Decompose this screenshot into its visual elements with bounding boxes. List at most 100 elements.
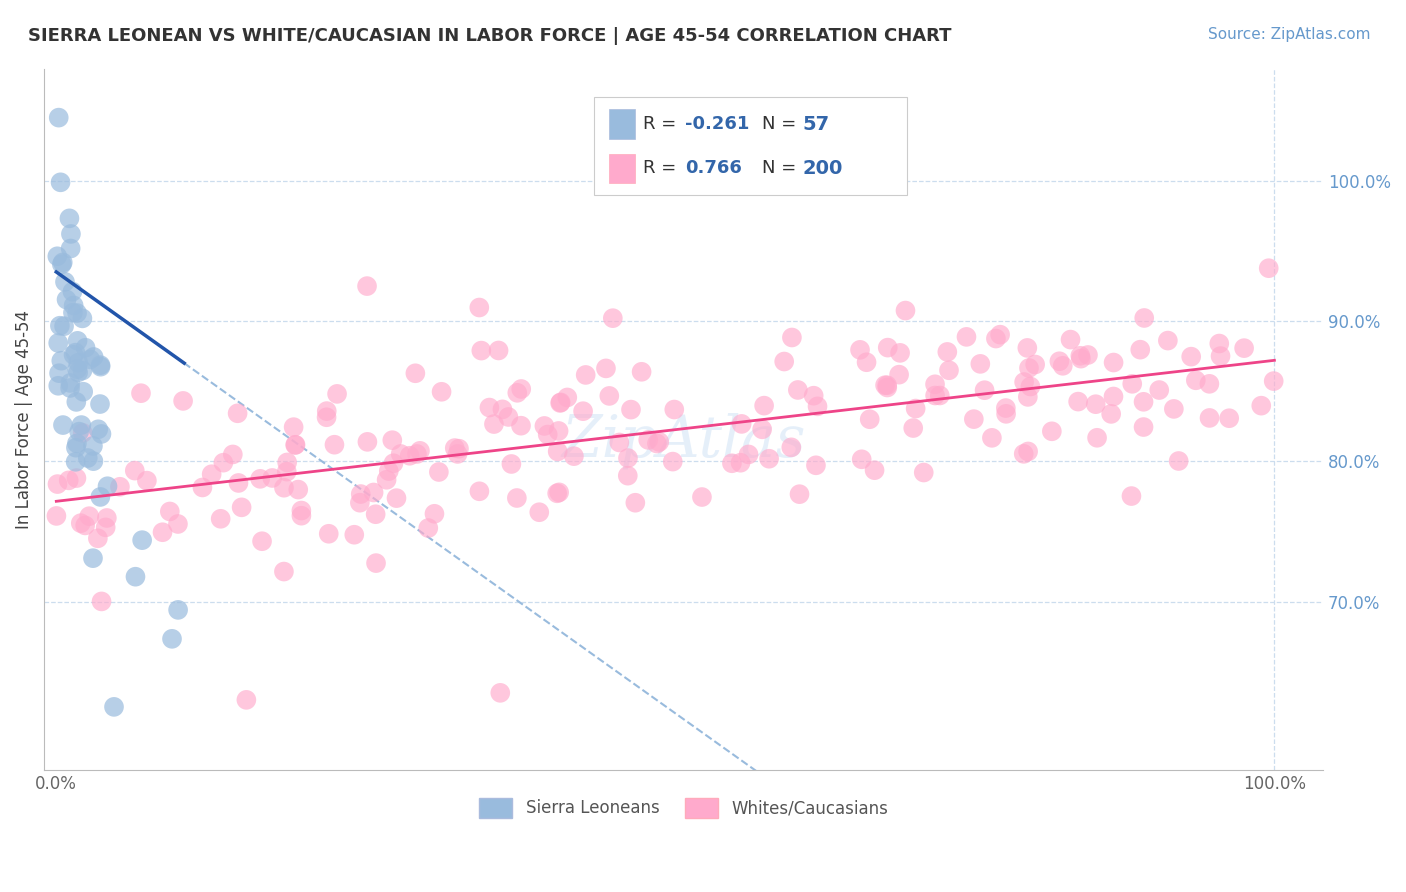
Point	[1017, 341, 1039, 355]
Point	[90, 426, 112, 441]
Point	[973, 383, 995, 397]
Point	[1121, 376, 1143, 391]
Point	[510, 382, 533, 396]
Point	[912, 466, 935, 480]
Point	[1102, 355, 1125, 369]
Point	[69, 516, 91, 530]
Point	[249, 472, 271, 486]
Point	[648, 434, 671, 449]
Point	[1147, 383, 1170, 397]
Point	[350, 487, 373, 501]
Point	[501, 457, 523, 471]
Point	[72, 311, 94, 326]
Point	[470, 343, 492, 358]
Point	[876, 341, 898, 355]
Point	[427, 465, 450, 479]
Point	[283, 420, 305, 434]
Point	[212, 456, 235, 470]
Point	[624, 496, 647, 510]
Point	[1257, 261, 1279, 276]
Point	[273, 481, 295, 495]
Point	[786, 383, 808, 397]
Point	[849, 343, 872, 357]
Point	[1163, 401, 1185, 416]
Point	[887, 368, 910, 382]
Point	[67, 356, 90, 370]
Point	[94, 520, 117, 534]
Point	[172, 393, 194, 408]
Point	[58, 211, 80, 226]
Point	[804, 458, 827, 473]
Point	[152, 525, 174, 540]
Point	[75, 341, 97, 355]
Point	[955, 330, 977, 344]
Point	[876, 380, 898, 394]
Point	[928, 388, 950, 402]
Point	[82, 551, 104, 566]
Point	[620, 402, 643, 417]
Point	[290, 508, 312, 523]
Legend: Sierra Leoneans, Whites/Caucasians: Sierra Leoneans, Whites/Caucasians	[472, 791, 894, 825]
Point	[595, 361, 617, 376]
Point	[66, 362, 89, 376]
Text: R =: R =	[643, 115, 682, 133]
Text: R =: R =	[643, 160, 682, 178]
Point	[89, 358, 111, 372]
Point	[82, 439, 104, 453]
Point	[59, 242, 82, 256]
Text: N =: N =	[762, 160, 801, 178]
Point	[491, 402, 513, 417]
Point	[510, 418, 533, 433]
Point	[53, 275, 76, 289]
Point	[262, 471, 284, 485]
Bar	[595, 96, 907, 194]
Point	[349, 496, 371, 510]
Point	[894, 303, 917, 318]
Point	[1132, 420, 1154, 434]
Point	[780, 440, 803, 454]
Text: 57: 57	[803, 114, 830, 134]
Point	[51, 353, 73, 368]
Point	[904, 401, 927, 416]
Point	[231, 500, 253, 515]
Point	[378, 464, 401, 478]
Point	[49, 175, 72, 189]
Point	[482, 417, 505, 431]
Point	[1012, 447, 1035, 461]
Point	[737, 447, 759, 461]
Point	[62, 285, 84, 299]
Point	[637, 433, 659, 447]
Point	[789, 487, 811, 501]
Bar	[609, 153, 636, 183]
Point	[51, 257, 73, 271]
Point	[478, 401, 501, 415]
Point	[398, 449, 420, 463]
Point	[1198, 411, 1220, 425]
Point	[1180, 350, 1202, 364]
Point	[129, 386, 152, 401]
Point	[315, 404, 337, 418]
Point	[1084, 397, 1107, 411]
Point	[318, 526, 340, 541]
Point	[90, 594, 112, 608]
Point	[988, 327, 1011, 342]
Point	[96, 511, 118, 525]
Point	[546, 486, 568, 500]
Point	[290, 503, 312, 517]
Point	[780, 330, 803, 344]
Point	[409, 443, 432, 458]
Point	[1208, 336, 1230, 351]
Point	[547, 424, 569, 438]
Point	[191, 480, 214, 494]
Point	[87, 531, 110, 545]
Point	[1077, 348, 1099, 362]
Point	[46, 249, 69, 263]
Point	[67, 425, 90, 439]
Point	[87, 422, 110, 436]
Point	[1024, 358, 1046, 372]
Point	[89, 490, 111, 504]
Point	[65, 471, 87, 485]
Point	[488, 343, 510, 358]
Point	[924, 388, 946, 402]
Point	[46, 336, 69, 351]
